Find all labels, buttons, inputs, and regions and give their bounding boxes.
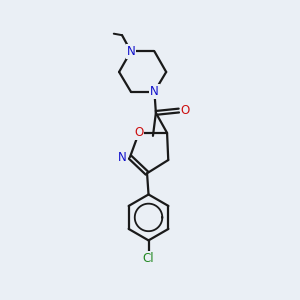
Text: N: N xyxy=(118,151,127,164)
Text: N: N xyxy=(150,85,159,98)
Text: Cl: Cl xyxy=(143,252,154,265)
Text: O: O xyxy=(181,104,190,117)
Text: O: O xyxy=(134,126,143,140)
Text: N: N xyxy=(127,45,135,58)
